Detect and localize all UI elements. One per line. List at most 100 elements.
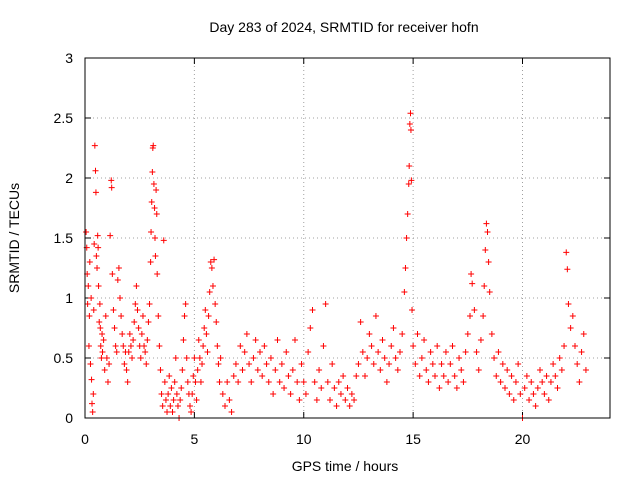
data-point (401, 289, 408, 295)
data-point (91, 142, 98, 149)
x-axis-label: GPS time / hours (292, 458, 399, 474)
data-point (188, 409, 195, 415)
data-point (148, 199, 155, 205)
data-point (481, 283, 488, 289)
data-point (322, 301, 329, 307)
data-point (100, 337, 107, 343)
data-point (113, 349, 120, 355)
data-point (558, 367, 565, 373)
data-point (164, 409, 171, 415)
data-point (563, 249, 570, 256)
data-point (161, 379, 168, 385)
data-point (504, 367, 511, 373)
data-point (95, 244, 102, 251)
data-point (192, 379, 199, 385)
data-point (235, 379, 242, 385)
data-point (440, 373, 447, 379)
data-point (278, 361, 285, 367)
data-point (120, 343, 127, 349)
data-point (381, 355, 388, 361)
data-point (502, 385, 508, 391)
y-axis-label: SRMTID / TECUs (6, 183, 22, 293)
data-point (212, 301, 219, 307)
data-point (169, 409, 176, 415)
data-point (189, 391, 196, 397)
data-point (270, 391, 277, 397)
data-point (532, 403, 539, 409)
data-point (137, 355, 144, 361)
x-tick-label: 15 (405, 431, 421, 447)
data-point (97, 325, 104, 331)
data-point (89, 409, 96, 415)
data-point (195, 337, 202, 343)
data-point (316, 367, 323, 373)
data-point (92, 189, 99, 196)
data-point (421, 337, 428, 343)
data-point (143, 361, 150, 367)
data-point (410, 343, 417, 349)
x-tick-label: 0 (81, 431, 89, 447)
data-point (294, 379, 301, 385)
data-point (331, 385, 338, 391)
data-point (208, 265, 215, 271)
data-point (118, 313, 125, 319)
data-point (530, 391, 537, 397)
data-point (94, 265, 101, 271)
data-point (379, 337, 386, 343)
data-point (224, 379, 231, 385)
data-point (153, 211, 160, 217)
data-point (259, 373, 266, 379)
data-point (154, 271, 161, 277)
data-point (99, 349, 106, 355)
data-point (497, 379, 504, 385)
data-point (346, 403, 353, 409)
data-point (173, 391, 180, 397)
data-point (99, 331, 106, 337)
data-point (111, 325, 118, 331)
data-point (171, 379, 178, 385)
data-point (166, 373, 173, 379)
data-point (368, 343, 375, 349)
data-point (394, 367, 401, 373)
data-point (106, 361, 113, 367)
data-point (451, 373, 458, 379)
data-point (495, 349, 502, 355)
data-point (228, 409, 235, 415)
data-point (135, 325, 142, 331)
data-point (582, 367, 589, 373)
data-point (230, 373, 237, 379)
y-tick-label: 3 (65, 50, 73, 66)
data-point (96, 319, 103, 325)
data-point (344, 385, 351, 391)
data-point (114, 277, 121, 283)
data-point (576, 379, 583, 385)
data-point (351, 397, 358, 403)
y-tick-label: 0 (65, 410, 73, 426)
data-point (180, 337, 187, 343)
data-point (148, 229, 155, 235)
data-point (436, 385, 443, 391)
data-point (488, 331, 495, 337)
data-point (85, 283, 92, 289)
data-point (213, 319, 220, 325)
data-point (561, 343, 568, 349)
data-point (108, 177, 115, 184)
data-point (287, 391, 294, 397)
data-point (94, 232, 101, 239)
data-point (203, 331, 210, 337)
axis-ticks: 0 5 10 15 20 0 0.5 1 1.5 2 2.5 3 (54, 50, 610, 447)
data-point (88, 295, 95, 301)
data-point (506, 391, 513, 397)
data-point (300, 379, 307, 385)
data-point (298, 361, 305, 367)
data-point (162, 397, 169, 403)
data-point (90, 391, 97, 397)
data-point (333, 403, 340, 409)
data-point (512, 379, 519, 385)
data-point (449, 343, 456, 349)
data-point (468, 271, 475, 277)
data-point (184, 379, 191, 385)
data-point (153, 187, 160, 193)
data-point (110, 307, 117, 313)
data-point (119, 331, 126, 337)
